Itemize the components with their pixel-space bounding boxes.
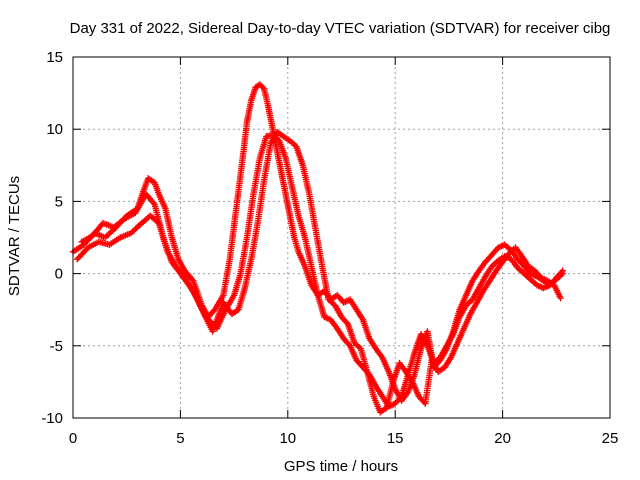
y-tick-label: 5: [55, 193, 63, 210]
x-tick-label: 25: [602, 430, 619, 447]
data-point: [188, 276, 196, 283]
x-tick-label: 0: [69, 430, 77, 447]
x-tick-label: 20: [494, 430, 511, 447]
y-tick-label: 10: [46, 121, 63, 138]
y-tick-label: 15: [46, 49, 63, 66]
chart-title: Day 331 of 2022, Sidereal Day-to-day VTE…: [70, 20, 611, 37]
y-tick-label: 0: [55, 266, 63, 283]
data-point: [343, 319, 350, 326]
data-point: [557, 294, 564, 302]
data-point: [559, 267, 566, 274]
x-tick-label: 5: [176, 430, 184, 447]
grid-lines: [73, 57, 610, 418]
data-series: [69, 81, 566, 416]
x-tick-label: 10: [279, 430, 296, 447]
x-tick-label: 15: [387, 430, 404, 447]
y-tick-label: -5: [50, 338, 63, 355]
axis-ticks: 0 5 10 15 20 25 -10 -5 0 5 10 15: [41, 49, 618, 447]
y-axis-label: SDTVAR / TECUs: [6, 176, 23, 296]
series-track-c: [78, 128, 564, 416]
y-tick-label: -10: [41, 410, 63, 427]
x-axis-label: GPS time / hours: [284, 458, 398, 475]
plot-frame: [72, 56, 611, 419]
data-point: [258, 82, 265, 90]
series-track-b: [74, 131, 566, 410]
